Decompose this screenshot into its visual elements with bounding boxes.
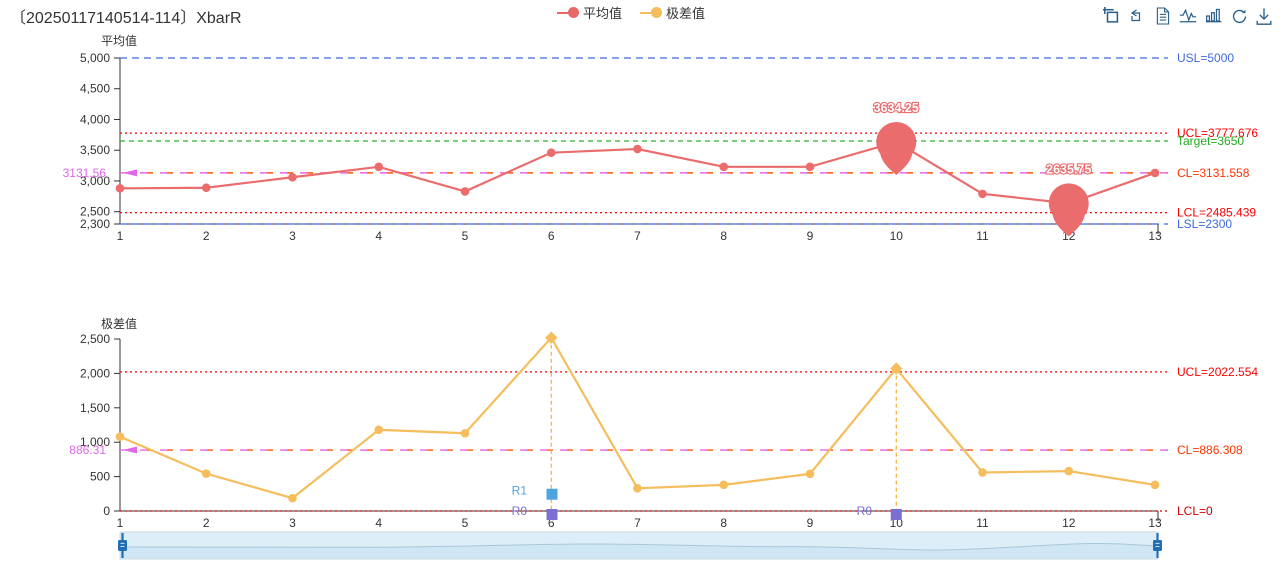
svg-text:886.31: 886.31 [69,443,106,457]
svg-text:500: 500 [90,470,110,484]
svg-text:9: 9 [807,229,814,240]
svg-text:LCL=0: LCL=0 [1177,504,1213,518]
svg-text:4: 4 [375,229,382,240]
svg-text:Target=3650: Target=3650 [1177,134,1244,148]
svg-text:3634.25: 3634.25 [874,101,919,115]
svg-text:LCL=2485.439: LCL=2485.439 [1177,206,1256,220]
svg-text:1,500: 1,500 [80,401,110,415]
svg-text:4,000: 4,000 [80,112,110,126]
svg-text:0: 0 [103,504,110,518]
svg-text:USL=5000: USL=5000 [1177,51,1234,65]
svg-text:R1: R1 [512,484,528,498]
svg-text:9: 9 [807,516,814,530]
svg-text:CL=886.308: CL=886.308 [1177,443,1243,457]
svg-text:2: 2 [203,516,210,530]
svg-text:5: 5 [462,516,469,530]
svg-text:2,500: 2,500 [80,332,110,346]
svg-text:6: 6 [548,229,555,240]
svg-text:3,500: 3,500 [80,143,110,157]
svg-text:13: 13 [1148,516,1162,530]
svg-text:4: 4 [375,516,382,530]
svg-text:8: 8 [720,229,727,240]
svg-text:1: 1 [117,229,124,240]
svg-text:R0: R0 [857,504,873,518]
svg-text:2,300: 2,300 [80,217,110,231]
svg-text:2: 2 [203,229,210,240]
svg-text:2,000: 2,000 [80,366,110,380]
svg-text:12: 12 [1062,516,1076,530]
svg-text:5: 5 [462,229,469,240]
svg-text:7: 7 [634,516,641,530]
svg-text:UCL=2022.554: UCL=2022.554 [1177,365,1258,379]
svg-text:3: 3 [289,229,296,240]
svg-text:10: 10 [890,229,904,240]
svg-text:11: 11 [976,516,989,530]
svg-text:1: 1 [117,516,124,530]
svg-text:11: 11 [976,229,989,240]
svg-text:8: 8 [720,516,727,530]
svg-text:2635.75: 2635.75 [1046,162,1091,176]
svg-text:5,000: 5,000 [80,51,110,65]
svg-text:4,500: 4,500 [80,82,110,96]
svg-text:CL=3131.558: CL=3131.558 [1177,166,1250,180]
svg-text:7: 7 [634,229,641,240]
svg-text:3: 3 [289,516,296,530]
svg-text:13: 13 [1148,229,1162,240]
svg-text:R0: R0 [512,504,528,518]
svg-text:3131.56: 3131.56 [63,166,107,180]
